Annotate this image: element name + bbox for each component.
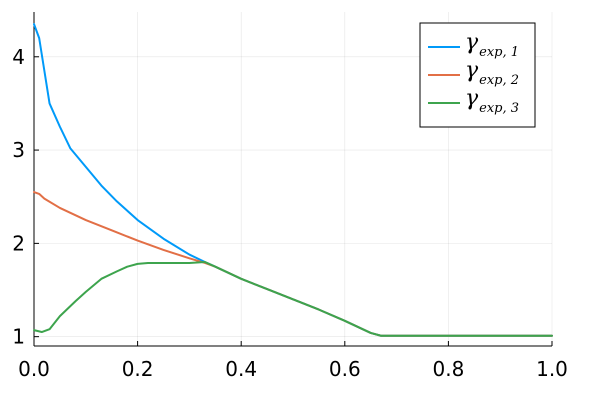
x-tick-label-2: 0.4 [225,357,257,381]
x-tick-label-1: 0.2 [122,357,154,381]
series-line-2 [33,191,553,337]
x-tick-label-3: 0.6 [329,357,361,381]
x-tick-label-0: 0.0 [18,357,50,381]
legend-label-1: γexp, 1 [465,30,519,60]
legend-label-3: γexp, 3 [465,86,519,116]
tick-marks [33,56,553,346]
series-line-3 [33,261,553,337]
tick-labels: 0.0 0.2 0.4 0.6 0.8 1.0 1 2 3 4 [12,45,568,381]
legend-label-2: γexp, 2 [465,58,519,88]
y-tick-label-3: 4 [12,45,25,69]
y-tick-label-1: 2 [12,231,25,255]
y-tick-label-0: 1 [12,325,25,349]
series-lines [33,23,553,337]
axes [33,12,552,347]
y-tick-label-2: 3 [12,138,25,162]
x-tick-label-5: 1.0 [536,357,568,381]
x-tick-label-4: 0.8 [432,357,464,381]
